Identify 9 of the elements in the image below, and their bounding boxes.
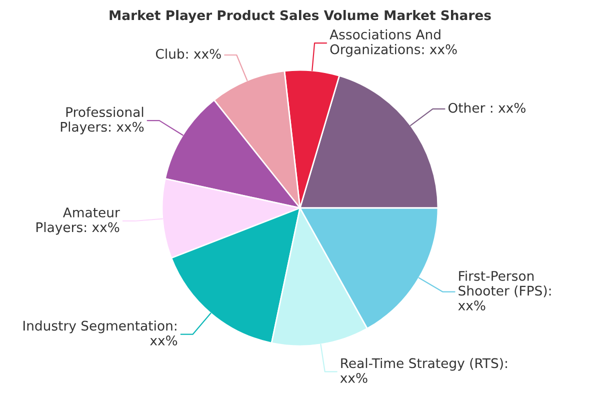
slice-label: Professional Players: xx% [60, 106, 144, 134]
slice-label: Real-Time Strategy (RTS): xx% [340, 358, 507, 383]
slice-label: First-Person Shooter (FPS): xx% [458, 270, 551, 310]
slice-label: Amateur Players: xx% [36, 208, 120, 235]
slice-label: Club: xx% [156, 48, 221, 59]
slice-label: Other : xx% [448, 102, 526, 113]
slice-label: Associations And Organizations: xx% [330, 29, 457, 57]
chart-title: Market Player Product Sales Volume Market Shares [110, 10, 491, 23]
slice-label: Industry Segmentation: xx% [23, 320, 178, 346]
